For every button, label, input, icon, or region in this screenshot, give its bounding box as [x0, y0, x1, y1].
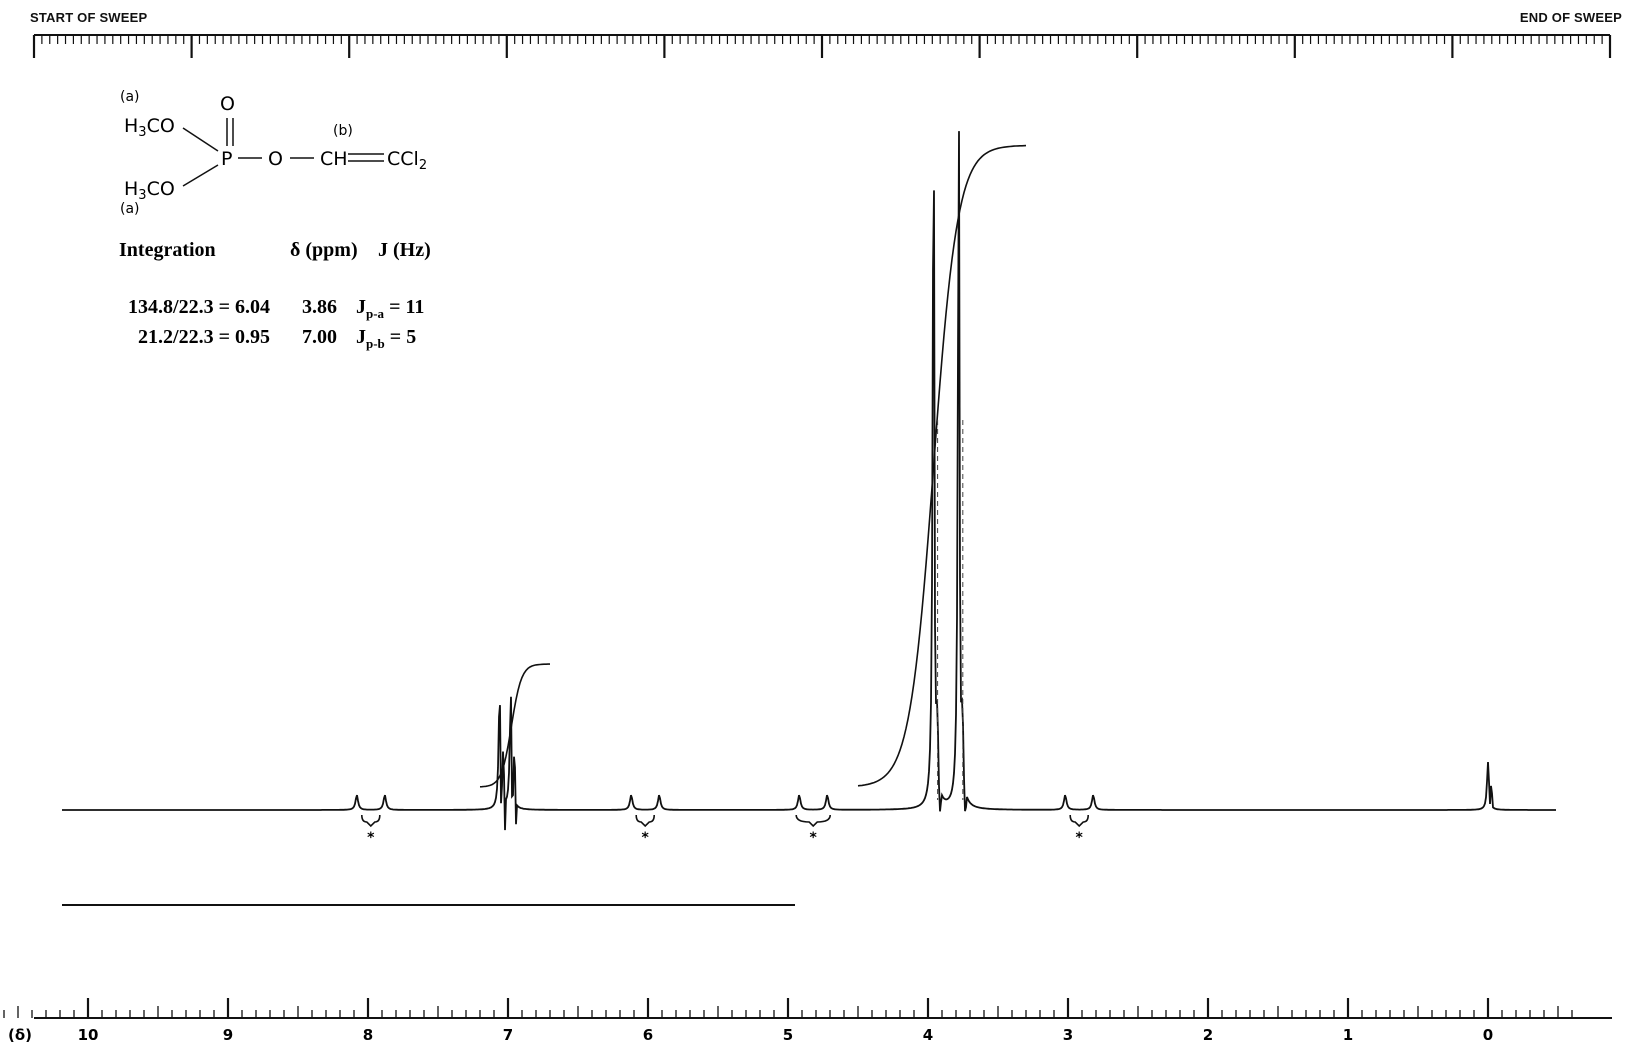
bond-bottom	[182, 164, 219, 187]
sideband-brace	[361, 814, 381, 828]
sideband-brace	[1069, 814, 1089, 828]
row2-coupling: Jp-b = 5	[356, 326, 416, 351]
bridge-oxygen-atom: O	[268, 148, 283, 170]
oxygen-atom: O	[220, 93, 235, 115]
row2-integration: 21.2/22.3 = 0.95	[138, 326, 270, 348]
molecule-structure: (a) H3CO O P O (b) CH CCl2 H3CO (a)	[120, 89, 427, 217]
header-shift: δ (ppm)	[290, 239, 358, 261]
sideband-brace	[795, 814, 831, 828]
label-a-top: (a)	[120, 89, 140, 105]
integration-table: Integration δ (ppm) J (Hz) 134.8/22.3 = …	[119, 239, 431, 351]
x-tick-label: 4	[923, 1026, 933, 1044]
x-tick-label: 7	[503, 1026, 513, 1044]
row2-shift: 7.00	[302, 326, 337, 348]
spectrum-traces	[62, 131, 1556, 906]
header-coupling: J (Hz)	[378, 239, 431, 261]
sideband-asterisk: *	[1076, 830, 1084, 846]
integration-trace-vinyl	[479, 663, 550, 788]
x-axis-label: (δ)	[8, 1026, 32, 1044]
top-ruler	[32, 34, 1612, 58]
label-a-bottom: (a)	[120, 201, 140, 217]
x-tick-label: 1	[1343, 1026, 1353, 1044]
bottom-axis: 10 9 8 7 6 5 4 3 2 1 0(δ)	[3, 998, 1612, 1044]
header-integration: Integration	[119, 239, 216, 261]
spectrum-line	[62, 131, 1556, 831]
label-b: (b)	[333, 123, 353, 139]
ccl2-group: CCl2	[387, 148, 427, 173]
end-of-sweep-label: END OF SWEEP	[1519, 10, 1622, 25]
x-tick-label: 9	[223, 1026, 233, 1044]
bond-top	[182, 127, 219, 152]
spinning-sidebands: * * * *	[361, 814, 1089, 846]
row1-coupling: Jp-a = 11	[356, 296, 424, 321]
row1-integration: 134.8/22.3 = 6.04	[128, 296, 270, 318]
x-tick-label: 3	[1063, 1026, 1073, 1044]
x-tick-label: 5	[783, 1026, 793, 1044]
x-tick-label: 8	[363, 1026, 373, 1044]
sideband-asterisk: *	[642, 830, 650, 846]
vinyl-ch: CH	[320, 148, 348, 170]
group-top: H3CO	[124, 115, 175, 140]
integration-trace-methoxy	[857, 144, 1027, 787]
sideband-brace	[635, 814, 655, 828]
group-bottom: H3CO	[124, 178, 175, 203]
sideband-asterisk: *	[367, 830, 375, 846]
x-tick-label: 0	[1483, 1026, 1493, 1044]
phosphorus-atom: P	[221, 148, 232, 170]
row1-shift: 3.86	[302, 296, 337, 318]
sideband-asterisk: *	[810, 830, 818, 846]
start-of-sweep-label: START OF SWEEP	[30, 10, 148, 25]
x-tick-label: 2	[1203, 1026, 1213, 1044]
x-tick-label: 10	[78, 1026, 99, 1044]
x-tick-label: 6	[643, 1026, 653, 1044]
